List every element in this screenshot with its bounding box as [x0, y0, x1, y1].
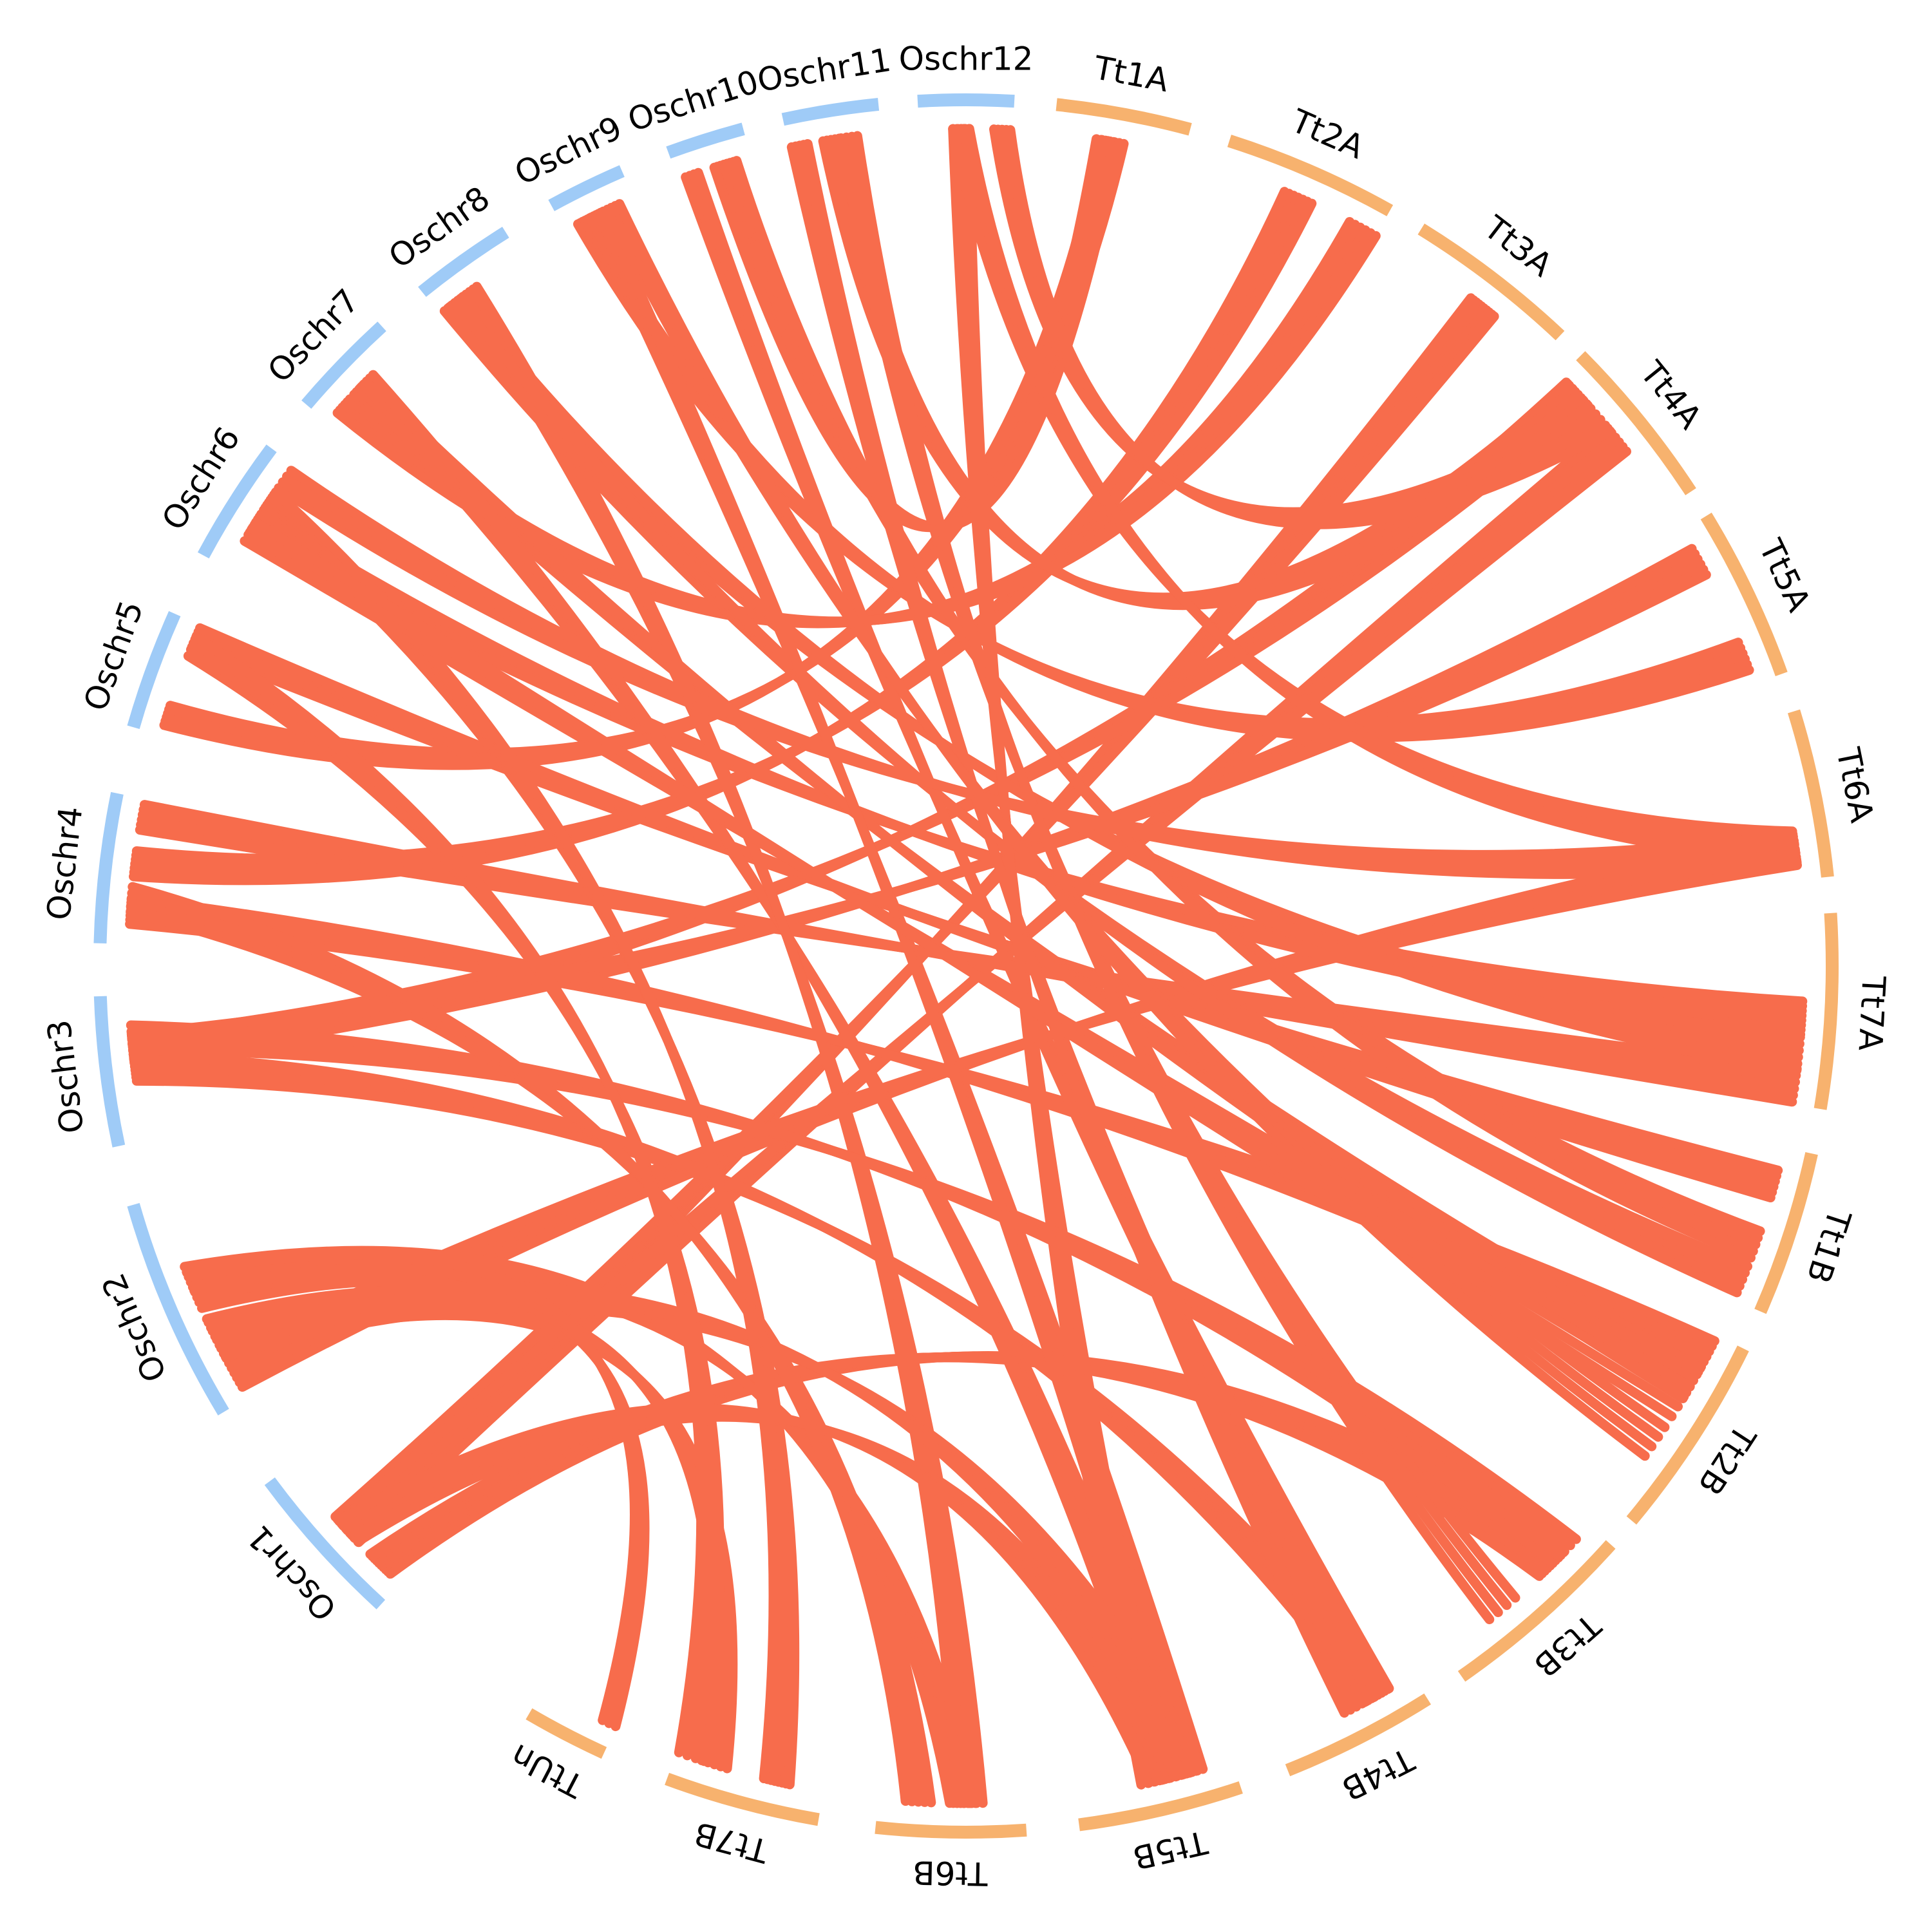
chromosome-arc-oschr10 [666, 122, 745, 159]
chromosome-label-tt4b: Tt4B [1336, 1740, 1420, 1808]
chromosome-arc-oschr1 [264, 1477, 386, 1610]
chromosome-label-oschr8: Oschr8 [382, 179, 497, 276]
synteny-link-oschr2-ttun [182, 1249, 639, 1725]
synteny-link-oschr5-tt7b [191, 632, 706, 1757]
synteny-link-oschr2-tt7b [214, 1304, 732, 1772]
chromosome-arc-tt2a [1227, 135, 1394, 216]
chromosome-arc-oschr11 [781, 97, 880, 126]
chromosome-label-tt1b: Tt1B [1799, 1204, 1858, 1287]
chromosome-arc-tt1a [1056, 98, 1192, 136]
chromosome-label-tt6b: Tt6B [913, 1853, 989, 1892]
synteny-link-oschr6-tt6a [286, 466, 1802, 879]
chromosome-label-oschr6: Oschr6 [155, 421, 247, 536]
chromosome-arc-oschr7 [301, 321, 386, 409]
chromosome-arc-tt5a [1700, 513, 1788, 676]
chromosome-label-tt7b: Tt7B [690, 1814, 773, 1870]
synteny-link-oschr4-tt6b [128, 882, 911, 1806]
chromosome-arc-ttun [526, 1708, 607, 1759]
chromosome-arc-oschr9 [548, 165, 625, 211]
synteny-link-oschr2-tt6a [219, 860, 1802, 1358]
chromosome-arc-tt3b [1457, 1540, 1616, 1682]
chromosome-arc-tt1b [1754, 1151, 1818, 1314]
synteny-link-oschr3-tt4b [129, 1050, 1370, 1707]
synteny-link-oschr12-tt6a [964, 124, 1801, 865]
chromosome-arc-oschr4 [93, 791, 124, 944]
chromosome-arc-tt2b [1626, 1345, 1749, 1525]
chromosome-arc-oschr6 [197, 444, 277, 559]
chromosome-label-oschr7: Oschr7 [260, 282, 366, 390]
chromosome-label-oschr11: Oschr11 [755, 41, 893, 99]
chromosome-ideogram-ring [93, 93, 1839, 1839]
chromosome-arc-oschr5 [127, 611, 181, 730]
synteny-link-oschr7-tt5b [368, 370, 1168, 1785]
chromosome-label-oschr3: Oschr3 [40, 1018, 91, 1135]
chromosome-label-tt5a: Tt5A [1752, 533, 1818, 618]
synteny-link-oschr3-tt3b [126, 1020, 1558, 1569]
chromosome-arc-tt5b [1078, 1781, 1243, 1832]
chromosome-label-oschr1: Oschr1 [240, 1518, 345, 1627]
chromosome-arc-tt4b [1285, 1693, 1432, 1777]
chromosome-arc-oschr12 [917, 93, 1015, 108]
chromosome-arc-tt7b [665, 1772, 820, 1826]
chromosome-arc-oschr8 [418, 227, 509, 298]
chromosome-label-tt1a: Tt1A [1090, 49, 1171, 99]
synteny-links [125, 124, 1808, 1808]
chromosome-arc-oschr3 [93, 996, 126, 1148]
synteny-link-oschr12-tt4a [1005, 125, 1615, 529]
synteny-link-oschr9-tt2b [614, 199, 1650, 1461]
chromosome-label-oschr12: Oschr12 [899, 41, 1034, 78]
synteny-link-oschr12-tt5b [964, 124, 1146, 1790]
chromosome-label-tt6a: Tt6A [1829, 744, 1880, 826]
chromosome-arc-oschr2 [127, 1202, 229, 1416]
chromosome-arc-tt6a [1787, 709, 1834, 878]
synteny-link-oschr1-tt5b [337, 1405, 1159, 1787]
chromosome-arc-tt7a [1814, 913, 1839, 1110]
chromosome-arc-tt3a [1417, 223, 1565, 341]
chromosome-arc-tt6b [875, 1821, 1027, 1839]
chromosome-label-tt5b: Tt5B [1130, 1823, 1211, 1877]
synteny-link-oschr1-tt5b [334, 1403, 1154, 1788]
synteny-link-oschr8-tt6b [471, 281, 962, 1808]
chromosome-arc-tt4a [1576, 351, 1696, 496]
chromosome-label-tt2a: Tt2A [1285, 102, 1370, 166]
synteny-link-oschr6-tt2b [251, 518, 1677, 1421]
chromosome-label-tt7a: Tt7A [1852, 974, 1893, 1052]
chromosome-label-oschr4: Oschr4 [40, 804, 90, 922]
